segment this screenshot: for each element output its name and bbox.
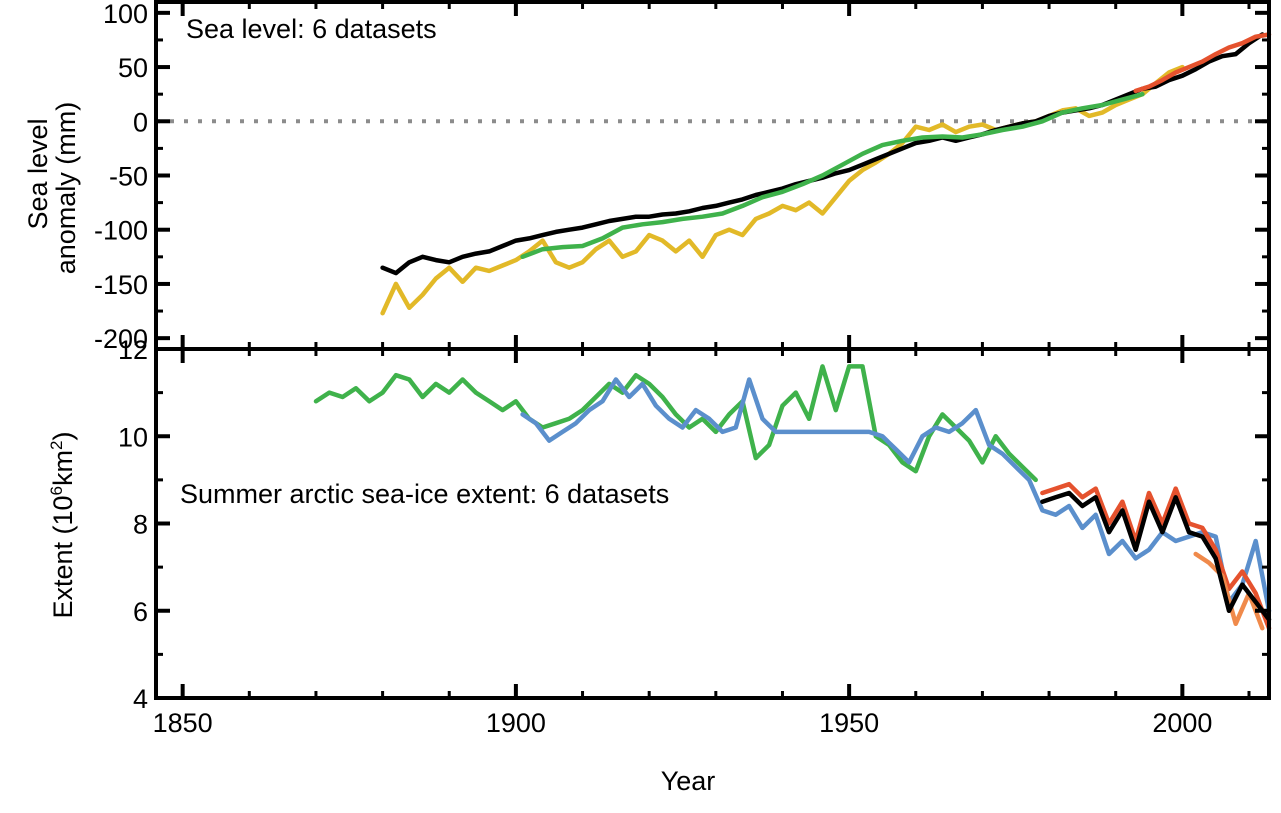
sea-level-title: Sea level: 6 datasets [186,14,437,44]
sea-level-series-line-3 [520,91,1145,260]
sea-ice-series-line-3 [1040,481,1272,631]
sea-ice-plot-frame [154,347,1271,700]
sea-ice-y-tick-label-3: 6 [133,597,148,627]
sea-level-x-ticks [180,2,1251,349]
sea-ice-x-tick-label-1: 1900 [486,708,546,738]
sea-level-plot-frame [154,0,1271,351]
sea-level-y-tick-label-2: 0 [133,107,148,137]
sea-ice-series-line-5 [1040,490,1272,622]
sea-ice-x-ticks: 1850 1900 1950 2000 [153,349,1251,738]
sea-level-y-axis-title: Sea level anomaly (mm) [23,102,81,275]
sea-level-y-tick-label-1: 50 [118,53,148,83]
sea-ice-y-tick-label-1: 10 [118,422,148,452]
sea-level-series-group [156,32,1272,316]
sea-ice-y-tick-label-2: 8 [133,510,148,540]
sea-ice-series-line-1 [313,364,1038,483]
sea-ice-y-axis-title: Extent (106km2) [47,431,78,618]
sea-ice-title: Summer arctic sea-ice extent: 6 datasets [180,479,669,509]
sea-level-y-tick-label-0: 100 [103,0,148,29]
sea-level-panel: 100 50 0 -50 -100 -150 -200 Sea level: 6 datas… [23,0,1272,354]
sea-ice-series-group [313,364,1272,631]
sea-level-y-tick-label-6: -200 [94,324,148,354]
x-axis-title: Year [661,766,716,796]
sea-ice-y-axis-title-sup2: 2 [47,440,66,449]
sea-ice-y-axis-title-close: ) [48,431,78,440]
sea-ice-x-tick-label-3: 2000 [1152,708,1212,738]
sea-level-y-axis-title-line-2: anomaly (mm) [51,102,81,275]
sea-ice-panel: 12 10 8 6 4 1850 1900 1950 2000 Summer arctic s… [47,335,1272,796]
sea-level-y-axis-title-line-1: Sea level [23,118,53,229]
sea-ice-y-ticks: 12 10 8 6 4 [118,335,1269,714]
sea-ice-y-axis-title-unit: km [48,450,78,486]
sea-ice-y-axis-title-sup: 6 [47,486,66,495]
sea-ice-y-tick-label-4: 4 [133,684,148,714]
sea-ice-x-tick-label-0: 1850 [153,708,213,738]
sea-ice-series-line-2 [520,377,1272,614]
sea-ice-x-tick-label-2: 1950 [819,708,879,738]
sea-level-series-line-4 [1133,32,1272,94]
sea-ice-y-axis-title-main: Extent (10 [48,495,78,618]
sea-ice-y-tick-label-0: 12 [118,335,148,365]
sea-level-y-tick-label-5: -150 [94,270,148,300]
sea-level-y-ticks: 100 50 0 -50 -100 -150 -200 [94,0,1269,354]
sea-level-y-tick-label-4: -100 [94,216,148,246]
sea-level-series-line-2 [380,32,1265,276]
sea-level-y-tick-label-3: -50 [109,162,148,192]
